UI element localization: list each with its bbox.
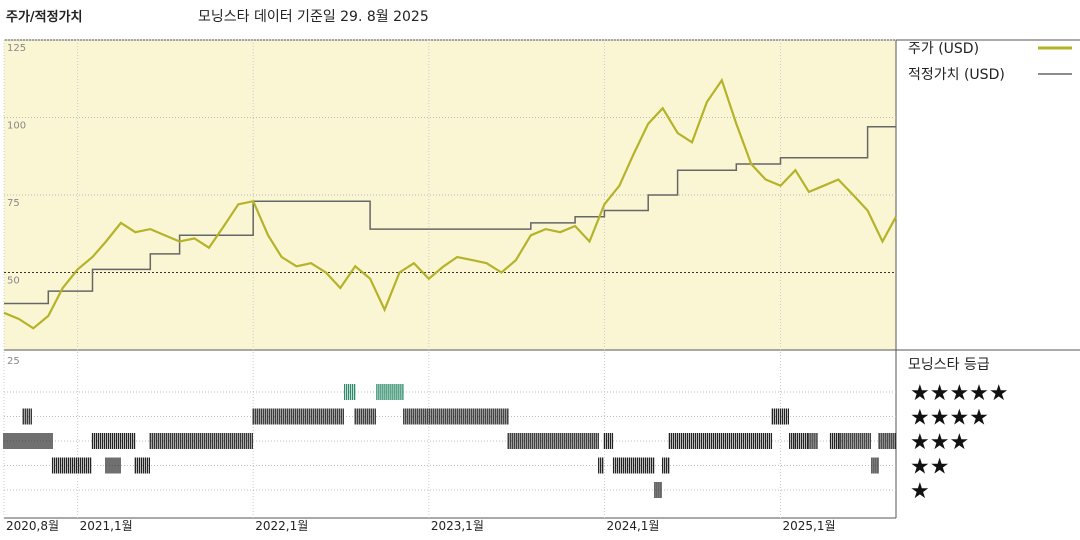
- rating-segment: [668, 433, 773, 449]
- x-tick-label: 2022,1월: [255, 519, 308, 533]
- rating-segment: [3, 433, 53, 449]
- rating-segment: [354, 408, 376, 425]
- rating-segment: [789, 433, 795, 449]
- grid: [3, 39, 1080, 519]
- rating-segment: [598, 457, 604, 474]
- y-tick-label: 125: [7, 43, 26, 54]
- rating-segment: [829, 433, 840, 449]
- rating-segment: [105, 457, 121, 474]
- legend: 주가 (USD) 적정가치 (USD) 모닝스타 등급 ★★★★★★★★★★★★…: [908, 41, 1072, 504]
- rating-segment: [612, 457, 655, 474]
- rating-bars: [3, 384, 896, 498]
- x-tick-label: 2025,1월: [783, 519, 836, 533]
- rating-segment: [22, 408, 32, 425]
- x-tick-label: 2020,8월: [6, 519, 59, 533]
- star-label-3: ★★★: [910, 430, 969, 455]
- star-label-1: ★: [910, 479, 930, 504]
- legend-price-label: 주가 (USD): [908, 41, 979, 57]
- rating-segment: [771, 408, 790, 425]
- rating-segment: [91, 433, 136, 449]
- fair-value-line: [4, 126, 896, 305]
- x-tick-label: 2021,1월: [80, 519, 133, 533]
- y-tick-label: 25: [7, 356, 20, 367]
- rating-segment: [149, 433, 253, 449]
- chart-subtitle: 모닝스타 데이터 기준일 29. 8월 2025: [198, 9, 429, 25]
- rating-segment: [654, 482, 662, 498]
- rating-segment: [808, 433, 818, 449]
- rating-segment: [134, 457, 150, 474]
- star-labels: ★★★★★★★★★★★★★★★: [910, 381, 1009, 504]
- y-axis-ticks: 50 75 100 125 25: [7, 43, 26, 367]
- star-label-2: ★★: [910, 455, 949, 480]
- rating-segment: [507, 433, 599, 449]
- legend-fair-label: 적정가치 (USD): [908, 67, 1005, 83]
- x-tick-label: 2024,1월: [606, 519, 659, 533]
- rating-segment: [376, 384, 404, 400]
- plot-background: [4, 40, 896, 350]
- y-tick-label: 75: [7, 198, 20, 209]
- price-line: [3, 77, 897, 330]
- rating-segment: [51, 457, 92, 474]
- rating-segment: [839, 433, 871, 449]
- rating-segment: [878, 433, 896, 449]
- rating-segment: [603, 433, 614, 449]
- x-axis-ticks: 2020,8월 2021,1월 2022,1월 2023,1월 2024,1월 2025,…: [6, 519, 836, 533]
- rating-segment: [794, 433, 809, 449]
- y-tick-label: 100: [7, 121, 26, 132]
- star-label-5: ★★★★★: [910, 381, 1009, 406]
- y-tick-label: 50: [7, 276, 20, 287]
- star-label-4: ★★★★: [910, 406, 989, 431]
- rating-segment: [662, 457, 670, 474]
- rating-title: 모닝스타 등급: [908, 357, 990, 373]
- chart-title: 주가/적정가치: [6, 10, 83, 25]
- x-tick-label: 2023,1월: [431, 519, 484, 533]
- rating-segment: [252, 408, 344, 425]
- rating-segment: [343, 384, 356, 400]
- rating-segment: [871, 457, 879, 474]
- rating-segment: [403, 408, 509, 425]
